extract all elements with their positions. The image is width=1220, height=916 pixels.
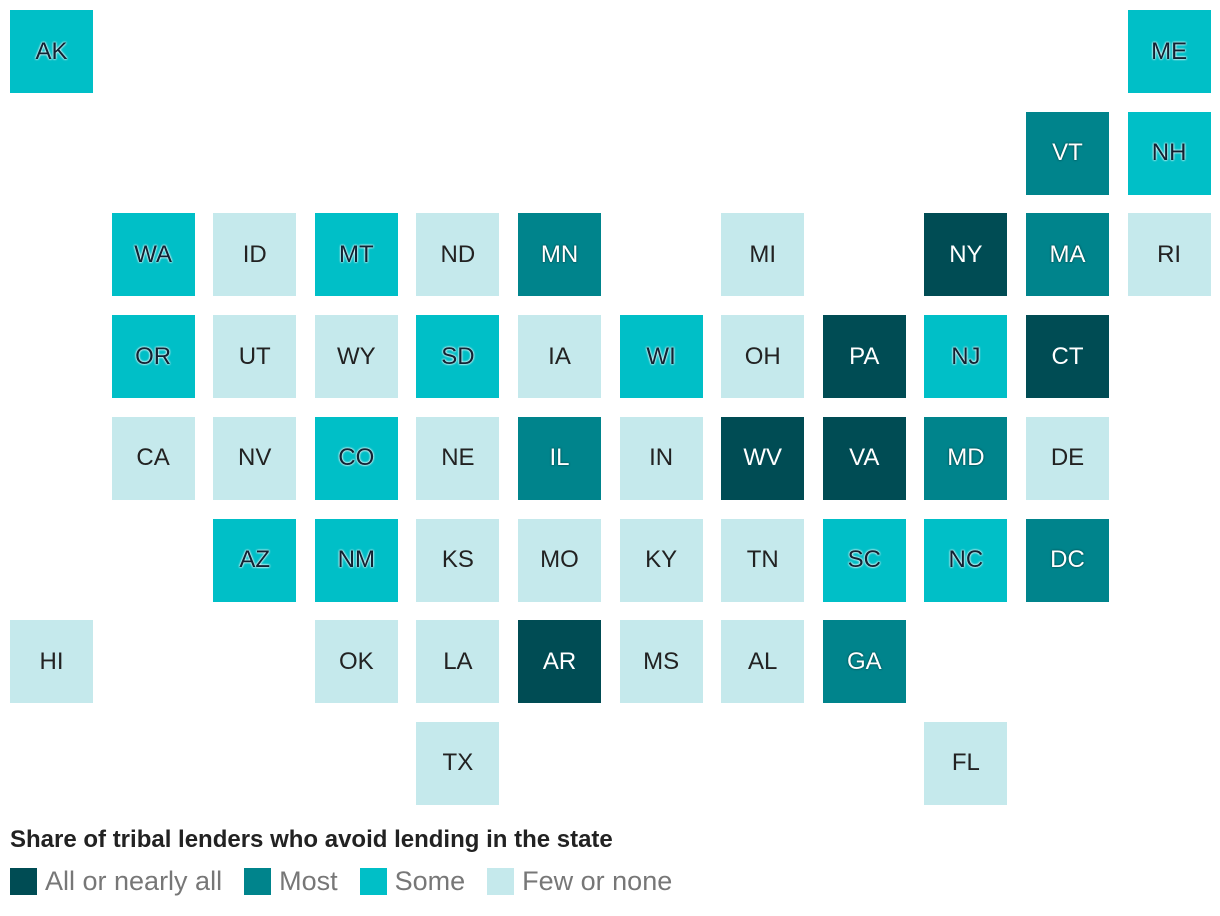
state-tile: NH [1127, 111, 1211, 195]
state-tile: OR [111, 315, 195, 399]
state-tile: AL [721, 620, 805, 704]
state-tile: MA [1026, 213, 1109, 297]
state-tile: CA [111, 416, 195, 500]
state-tile: OH [721, 315, 805, 399]
state-tile: ID [213, 213, 297, 297]
legend-swatch [244, 868, 272, 895]
state-tile: PA [822, 315, 906, 399]
state-tile: WI [619, 315, 703, 399]
state-tile: VT [1026, 111, 1109, 195]
state-tile: AK [10, 10, 93, 93]
state-tile: AR [518, 620, 601, 704]
state-tile: WV [721, 416, 805, 500]
state-tile: OK [314, 620, 398, 704]
legend-label: Few or none [522, 866, 673, 896]
state-tile: WA [111, 213, 195, 297]
state-tile: CT [1026, 315, 1109, 399]
state-tile: SC [822, 518, 906, 602]
legend-item: Few or none [487, 866, 672, 897]
state-tile: NM [314, 518, 398, 602]
legend-label: Most [279, 866, 338, 896]
state-tile: ND [416, 213, 500, 297]
state-tile: NC [924, 518, 1008, 602]
state-tile: CO [314, 416, 398, 500]
legend-swatch [487, 868, 515, 895]
state-tile: WY [314, 315, 398, 399]
state-tile: NY [924, 213, 1008, 297]
state-tile: FL [924, 721, 1008, 805]
legend-swatch [359, 868, 387, 895]
state-tile: UT [213, 315, 297, 399]
state-tile: IL [518, 416, 601, 500]
state-tile: VA [822, 416, 906, 500]
state-tile: NV [213, 416, 297, 500]
state-tile: LA [416, 620, 500, 704]
state-tile: SD [416, 315, 500, 399]
state-tile: MO [518, 518, 601, 602]
state-tile: MN [518, 213, 601, 297]
state-tile: KY [619, 518, 703, 602]
state-tile: IN [619, 416, 703, 500]
legend-item: All or nearly all [10, 866, 222, 897]
state-tile: TN [721, 518, 805, 602]
legend-label: All or nearly all [45, 866, 223, 896]
state-tile: TX [416, 721, 500, 805]
legend-swatch [10, 868, 37, 895]
state-tile: NE [416, 416, 500, 500]
state-tile: AZ [213, 518, 297, 602]
state-tile: MD [924, 416, 1008, 500]
state-tile: ME [1127, 10, 1211, 93]
state-tile: RI [1127, 213, 1211, 297]
legend-item: Some [359, 866, 466, 897]
state-tile: DE [1026, 416, 1109, 500]
state-tile: NJ [924, 315, 1008, 399]
state-tile: MT [314, 213, 398, 297]
state-tile: MS [619, 620, 703, 704]
legend: All or nearly all Most Some Few or none [10, 866, 672, 897]
state-tile: GA [822, 620, 906, 704]
state-tile: IA [518, 315, 601, 399]
legend-label: Some [394, 866, 466, 896]
state-tile: DC [1026, 518, 1109, 602]
state-tile: HI [10, 620, 93, 704]
legend-item: Most [244, 866, 338, 897]
legend-title: Share of tribal lenders who avoid lendin… [10, 826, 613, 853]
state-tile: MI [721, 213, 805, 297]
state-tile: KS [416, 518, 500, 602]
